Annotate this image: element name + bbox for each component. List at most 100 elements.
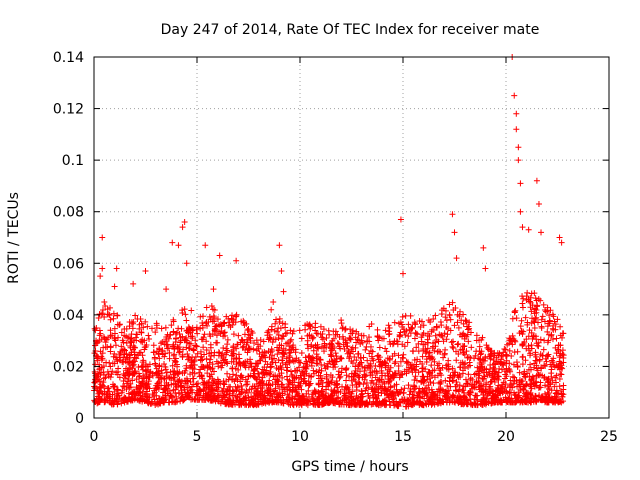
data-point xyxy=(107,363,114,370)
data-point xyxy=(118,343,125,350)
data-point xyxy=(526,298,533,305)
data-point xyxy=(118,329,125,336)
data-point xyxy=(215,328,222,335)
data-point xyxy=(112,342,119,349)
data-point xyxy=(387,383,394,390)
data-point xyxy=(336,401,343,408)
data-point xyxy=(196,369,203,376)
data-point xyxy=(315,369,322,376)
data-point xyxy=(353,387,360,394)
data-point xyxy=(540,301,547,308)
data-point xyxy=(287,338,294,345)
data-point xyxy=(433,399,440,406)
data-point xyxy=(422,350,429,357)
data-point xyxy=(459,342,466,349)
data-point xyxy=(400,351,407,358)
data-point xyxy=(402,312,409,319)
data-point xyxy=(298,386,305,393)
data-point xyxy=(426,349,433,356)
data-point xyxy=(410,348,417,355)
data-point xyxy=(528,345,535,352)
data-point xyxy=(187,379,194,386)
data-point xyxy=(443,365,450,372)
data-point xyxy=(284,383,291,390)
data-point xyxy=(94,353,101,360)
data-point xyxy=(434,348,441,355)
y-tick-label: 0.1 xyxy=(62,153,84,169)
data-point xyxy=(228,358,235,365)
data-point xyxy=(156,355,163,362)
data-point xyxy=(443,362,450,369)
data-point-peak xyxy=(533,177,540,184)
data-point xyxy=(367,369,374,376)
data-point xyxy=(221,320,228,327)
data-point xyxy=(229,365,236,372)
data-point xyxy=(544,377,551,384)
data-point xyxy=(302,326,309,333)
data-point xyxy=(451,322,458,329)
data-point xyxy=(241,322,248,329)
data-point xyxy=(494,392,501,399)
data-point xyxy=(318,387,325,394)
data-point xyxy=(223,398,230,405)
data-point xyxy=(378,390,385,397)
data-point xyxy=(178,394,185,401)
data-point xyxy=(102,397,109,404)
data-point-peak xyxy=(175,242,182,249)
data-point xyxy=(335,394,342,401)
data-point xyxy=(556,376,563,383)
data-point xyxy=(535,393,542,400)
data-point xyxy=(210,377,217,384)
data-point xyxy=(287,368,294,375)
data-point xyxy=(240,400,247,407)
data-point xyxy=(442,314,449,321)
data-point xyxy=(126,395,133,402)
data-point xyxy=(121,351,128,358)
data-point xyxy=(399,324,406,331)
data-point xyxy=(465,354,472,361)
data-point xyxy=(405,364,412,371)
data-point xyxy=(196,385,203,392)
data-point xyxy=(519,398,526,405)
data-point xyxy=(179,309,186,316)
data-point xyxy=(323,335,330,342)
data-point xyxy=(252,363,259,370)
data-point xyxy=(283,367,290,374)
data-point xyxy=(178,387,185,394)
data-point xyxy=(546,320,553,327)
data-point xyxy=(403,327,410,334)
data-point xyxy=(242,346,249,353)
data-point xyxy=(369,392,376,399)
data-point xyxy=(399,313,406,320)
data-point xyxy=(480,357,487,364)
data-point xyxy=(158,325,165,332)
data-point xyxy=(309,335,316,342)
data-point xyxy=(213,386,220,393)
data-point xyxy=(419,353,426,360)
data-point xyxy=(523,345,530,352)
data-point xyxy=(549,377,556,384)
data-point xyxy=(491,360,498,367)
data-point-peak xyxy=(517,180,524,187)
data-point xyxy=(221,329,228,336)
data-point xyxy=(291,379,298,386)
data-point xyxy=(123,386,130,393)
data-point xyxy=(112,337,119,344)
data-point xyxy=(460,343,467,350)
data-point xyxy=(471,380,478,387)
data-point xyxy=(392,370,399,377)
data-point xyxy=(353,357,360,364)
data-point xyxy=(328,394,335,401)
data-point xyxy=(96,383,103,390)
data-point xyxy=(101,313,108,320)
data-point xyxy=(478,350,485,357)
data-point xyxy=(486,389,493,396)
data-point xyxy=(457,308,464,315)
y-axis-label: ROTI / TECUs xyxy=(6,192,22,284)
data-point xyxy=(476,337,483,344)
data-point xyxy=(431,358,438,365)
data-point xyxy=(144,323,151,330)
data-point-peak xyxy=(233,257,240,264)
data-point xyxy=(463,397,470,404)
